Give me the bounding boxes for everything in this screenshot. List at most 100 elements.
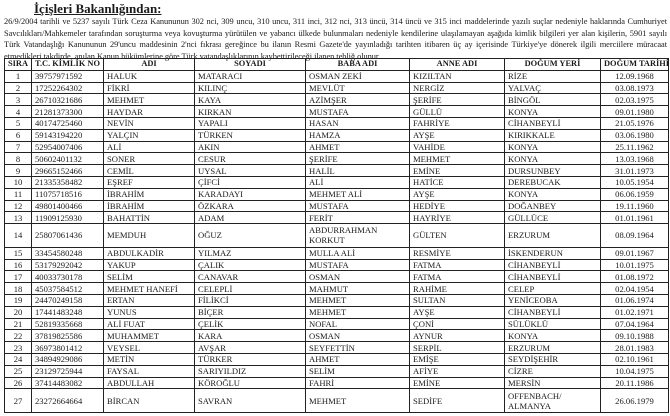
cell-dogum-tarihi: 06.06.1959 — [600, 187, 669, 201]
cell-dogum-tarihi: 01.08.1972 — [600, 270, 669, 284]
table-row: 17 40033730178 SELİM CANAVAR OSMAN FATMA CİHAN… — [4, 270, 669, 284]
table-row: 26 37414483082 ABDULLAH KÖROĞLU FAHRİ EMİNE ME… — [4, 376, 669, 390]
cell-baba-adi: MEHMET ALİ — [305, 187, 410, 201]
cell-dogum-tarihi: 26.06.1979 — [600, 388, 669, 413]
header-baba-adi: BABA ADI — [305, 58, 410, 71]
cell-anne-adi: EMİNE — [409, 164, 505, 177]
cell-baba-adi: OSMAN — [305, 329, 410, 343]
cell-tc-kimlik-no: 23129725944 — [31, 364, 104, 378]
cell-tc-kimlik-no: 29665152466 — [31, 164, 104, 177]
cell-baba-adi: AHMET — [305, 140, 410, 154]
table-row: 3 26710321686 MEHMET KAYA AZİMŞER ŞERİFE BİNGÖ… — [4, 93, 669, 107]
cell-anne-adi: AYŞE — [409, 305, 505, 319]
cell-dogum-tarihi: 25.11.1962 — [600, 140, 669, 154]
cell-dogum-yeri: ERZURUM — [504, 223, 601, 248]
cell-tc-kimlik-no: 37819825586 — [31, 329, 104, 343]
cell-baba-adi: FAHRİ — [305, 376, 410, 390]
cell-dogum-yeri: RİZE — [504, 69, 601, 83]
table-row: 27 23272664664 BİRCAN SAVRAN MEHMET SEDİFE OFF… — [4, 388, 669, 413]
table-row: 9 29665152466 CEMİL UYSAL HALİL EMİNE DURSUNBE… — [4, 164, 669, 177]
cell-adi: ABDULKADİR — [103, 246, 195, 260]
cell-baba-adi: FERİT — [305, 211, 410, 225]
header-sira: SIRA — [4, 58, 32, 71]
cell-dogum-yeri: YALVAÇ — [504, 81, 601, 95]
cell-dogum-yeri: SÜLÜKLÜ — [504, 317, 601, 331]
cell-tc-kimlik-no: 24470249158 — [31, 293, 104, 307]
cell-dogum-yeri: BİNGÖL — [504, 93, 601, 107]
table-row: 5 40174725460 NEVİN YAPALI HASAN FAHRİYE CİHAN… — [4, 116, 669, 130]
cell-dogum-tarihi: 02.04.1954 — [600, 282, 669, 295]
cell-sira: 25 — [4, 364, 32, 378]
cell-baba-adi: SELİM — [305, 364, 410, 378]
cell-baba-adi: MUSTAFA — [305, 258, 410, 272]
cell-baba-adi: HASAN — [305, 116, 410, 130]
cell-anne-adi: HEDİYE — [409, 199, 505, 213]
cell-dogum-yeri: GÜLLÜCE — [504, 211, 601, 225]
cell-dogum-yeri: DURSUNBEY — [504, 164, 601, 177]
cell-adi: ABDULLAH — [103, 376, 195, 390]
cell-sira: 3 — [4, 93, 32, 107]
cell-dogum-yeri: İSKENDERUN — [504, 246, 601, 260]
cell-anne-adi: SEDİFE — [409, 388, 505, 413]
cell-baba-adi: MEVLÜT — [305, 81, 410, 95]
cell-sira: 2 — [4, 81, 32, 95]
table-row: 25 23129725944 FAYSAL SARIYILDIZ SELİM AFİYE C… — [4, 364, 669, 378]
cell-dogum-yeri: DEREBUCAK — [504, 175, 601, 189]
cell-adi: EŞREF — [103, 175, 195, 189]
cell-dogum-yeri: KIRIKKALE — [504, 128, 601, 142]
cell-anne-adi: GÜLTEN — [409, 223, 505, 248]
table-row: 20 17441483248 YUNUS BİÇER MEHMET AYŞE CİHANBE… — [4, 305, 669, 319]
cell-anne-adi: RESMİYE — [409, 246, 505, 260]
cell-dogum-yeri: MERSİN — [504, 376, 601, 390]
cell-adi: FİKRİ — [103, 81, 195, 95]
cell-tc-kimlik-no: 52819335668 — [31, 317, 104, 331]
cell-sira: 4 — [4, 105, 32, 118]
cell-dogum-yeri: CİHANBEYLİ — [504, 305, 601, 319]
cell-adi: MUHAMMET — [103, 329, 195, 343]
cell-dogum-yeri: KONYA — [504, 140, 601, 154]
cell-tc-kimlik-no: 53179292042 — [31, 258, 104, 272]
cell-tc-kimlik-no: 37414483082 — [31, 376, 104, 390]
cell-tc-kimlik-no: 40174725460 — [31, 116, 104, 130]
cell-sira: 18 — [4, 282, 32, 295]
cell-dogum-tarihi: 28.01.1983 — [600, 341, 669, 354]
cell-sira: 5 — [4, 116, 32, 130]
cell-adi: YUNUS — [103, 305, 195, 319]
cell-adi: CEMİL — [103, 164, 195, 177]
cell-adi: İBRAHİM — [103, 187, 195, 201]
table-row: 7 52954007406 ALİ AKIN AHMET VAHİDE KONYA 25.11… — [4, 140, 669, 154]
cell-anne-adi: HAYRİYE — [409, 211, 505, 225]
cell-soyadi: KÖROĞLU — [194, 376, 306, 390]
table-row: 22 37819825586 MUHAMMET KARA OSMAN AYNUR KONYA… — [4, 329, 669, 343]
cell-dogum-yeri: OFFENBACH/ ALMANYA — [504, 388, 601, 413]
cell-soyadi: CESUR — [194, 152, 306, 166]
cell-adi: YAKUP — [103, 258, 195, 272]
cell-tc-kimlik-no: 36973801412 — [31, 341, 104, 354]
cell-sira: 14 — [4, 223, 32, 248]
cell-dogum-tarihi: 10.05.1954 — [600, 175, 669, 189]
cell-sira: 9 — [4, 164, 32, 177]
table-row: 14 25807061436 MEMDUH OĞUZ ABDURRAHMAN KORKU… — [4, 223, 669, 248]
cell-tc-kimlik-no: 25807061436 — [31, 223, 104, 248]
cell-tc-kimlik-no: 52954007406 — [31, 140, 104, 154]
header-adi: ADI — [103, 58, 195, 71]
cell-sira: 20 — [4, 305, 32, 319]
cell-baba-adi: OSMAN ZEKİ — [305, 69, 410, 83]
cell-baba-adi: HAMZA — [305, 128, 410, 142]
cell-baba-adi: MEHMET — [305, 293, 410, 307]
cell-dogum-tarihi: 20.11.1986 — [600, 376, 669, 390]
cell-adi: ERTAN — [103, 293, 195, 307]
cell-soyadi: KIRKAN — [194, 105, 306, 118]
cell-soyadi: FİLİKCİ — [194, 293, 306, 307]
cell-adi: HALUK — [103, 69, 195, 83]
cell-anne-adi: AYNUR — [409, 329, 505, 343]
cell-dogum-yeri: KONYA — [504, 152, 601, 166]
cell-soyadi: ÖZKARA — [194, 199, 306, 213]
cell-sira: 1 — [4, 69, 32, 83]
cell-dogum-tarihi: 19.11.1960 — [600, 199, 669, 213]
cell-tc-kimlik-no: 50602401132 — [31, 152, 104, 166]
cell-baba-adi: AZİMŞER — [305, 93, 410, 107]
cell-adi: HAYDAR — [103, 105, 195, 118]
cell-soyadi: KARA — [194, 329, 306, 343]
announcement-paragraph: 26/9/2004 tarihli ve 5237 sayılı Türk Ce… — [4, 17, 667, 61]
